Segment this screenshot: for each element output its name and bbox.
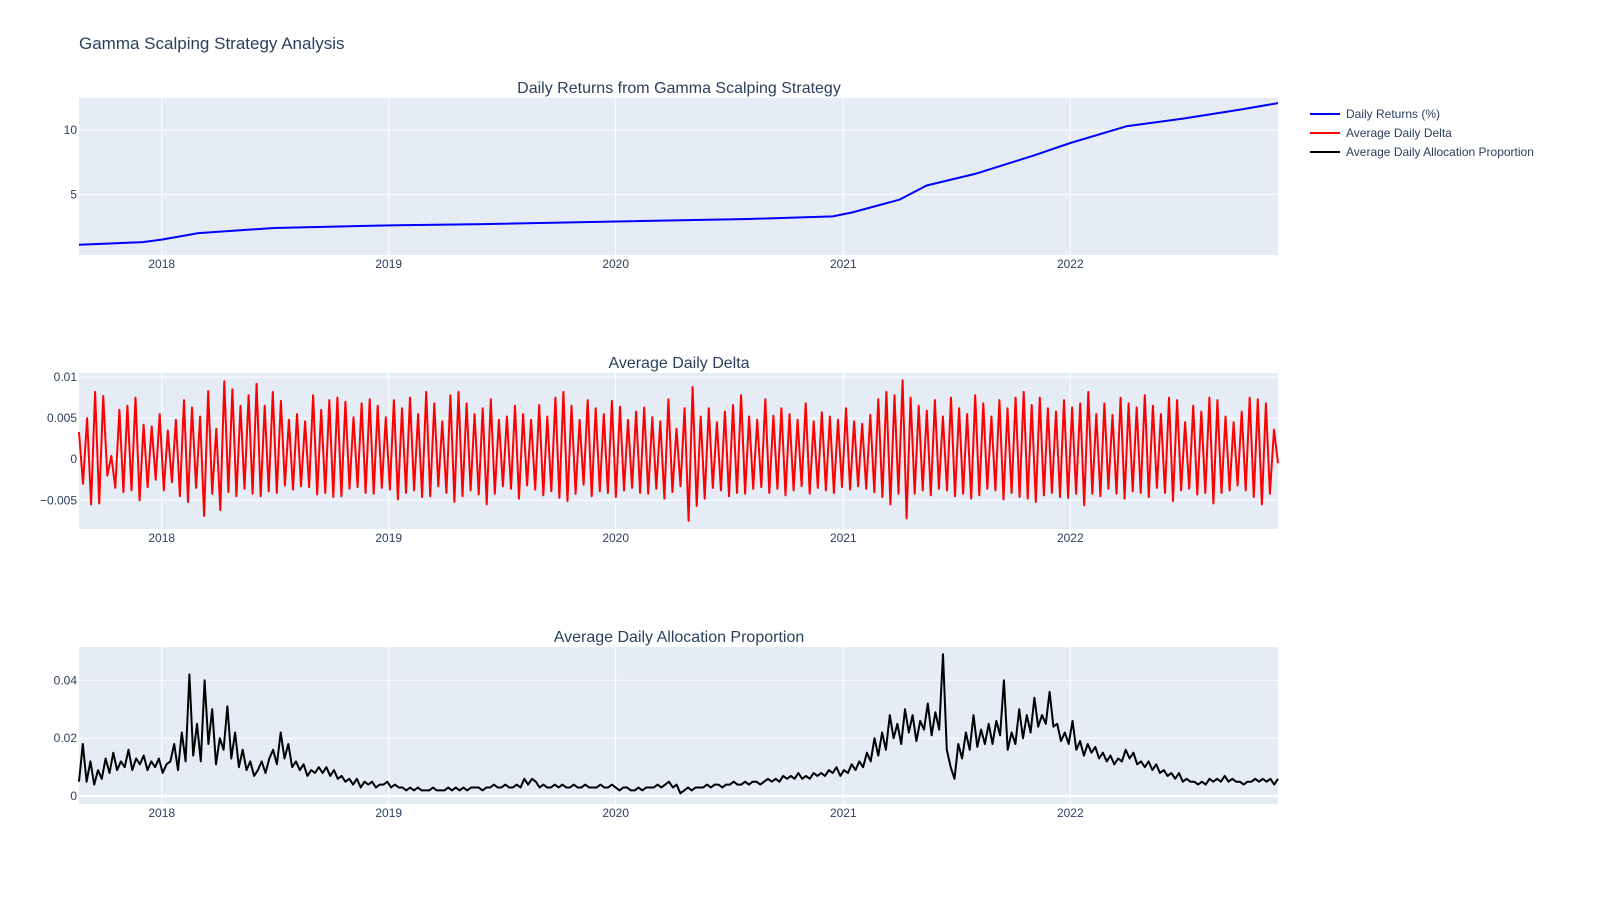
y-tick-label: 0.04 <box>54 673 78 687</box>
panel-title-allocation-proportion: Average Daily Allocation Proportion <box>554 629 805 646</box>
legend-label-allocation-proportion: Average Daily Allocation Proportion <box>1346 145 1534 159</box>
x-tick-label: 2021 <box>830 806 857 820</box>
x-tick-label: 2019 <box>375 806 402 820</box>
legend[interactable]: Daily Returns (%) Average Daily Delta Av… <box>1310 107 1534 159</box>
legend-label-daily-returns: Daily Returns (%) <box>1346 107 1440 121</box>
panel-title-average-daily-delta: Average Daily Delta <box>608 355 749 372</box>
y-tick-label: 0 <box>70 789 77 803</box>
series-line-allocation-proportion[interactable] <box>78 653 1279 795</box>
x-tick-label: 2022 <box>1057 806 1084 820</box>
x-tick-label: 2022 <box>1057 531 1084 545</box>
x-tick-label: 2022 <box>1057 257 1084 271</box>
plot-area-allocation-proportion[interactable] <box>79 647 1278 804</box>
x-tick-label: 2019 <box>375 257 402 271</box>
panel-average-daily-delta: Average Daily Delta 2018 2019 2020 2021 2022… <box>40 355 1279 545</box>
y-tick-label: 0.02 <box>54 731 78 745</box>
legend-item-average-daily-delta[interactable]: Average Daily Delta <box>1310 126 1452 140</box>
panel-title-daily-returns: Daily Returns from Gamma Scalping Strate… <box>517 80 841 97</box>
x-tick-label: 2020 <box>602 806 629 820</box>
x-tick-label: 2018 <box>148 257 175 271</box>
panel-allocation-proportion: Average Daily Allocation Proportion 2018… <box>54 629 1279 820</box>
legend-item-daily-returns[interactable]: Daily Returns (%) <box>1310 107 1440 121</box>
x-tick-label: 2018 <box>148 531 175 545</box>
legend-label-average-daily-delta: Average Daily Delta <box>1346 126 1452 140</box>
y-tick-label: 0 <box>70 452 77 466</box>
plot-area-daily-returns[interactable] <box>79 98 1278 255</box>
y-tick-label: −0.005 <box>40 493 77 507</box>
y-tick-label: 10 <box>64 123 78 137</box>
x-tick-label: 2019 <box>375 531 402 545</box>
x-tick-label: 2018 <box>148 806 175 820</box>
series-line-average-daily-delta[interactable] <box>78 379 1279 522</box>
figure-title: Gamma Scalping Strategy Analysis <box>79 34 345 53</box>
y-tick-label: 0.005 <box>47 411 77 425</box>
y-tick-label: 0.01 <box>54 370 78 384</box>
x-tick-label: 2021 <box>830 531 857 545</box>
series-line-daily-returns[interactable] <box>78 102 1279 246</box>
x-tick-label: 2020 <box>602 531 629 545</box>
x-tick-label: 2020 <box>602 257 629 271</box>
x-tick-label: 2021 <box>830 257 857 271</box>
legend-item-allocation-proportion[interactable]: Average Daily Allocation Proportion <box>1310 145 1534 159</box>
y-tick-label: 5 <box>70 188 77 202</box>
panel-daily-returns: Daily Returns from Gamma Scalping Strate… <box>64 80 1279 271</box>
